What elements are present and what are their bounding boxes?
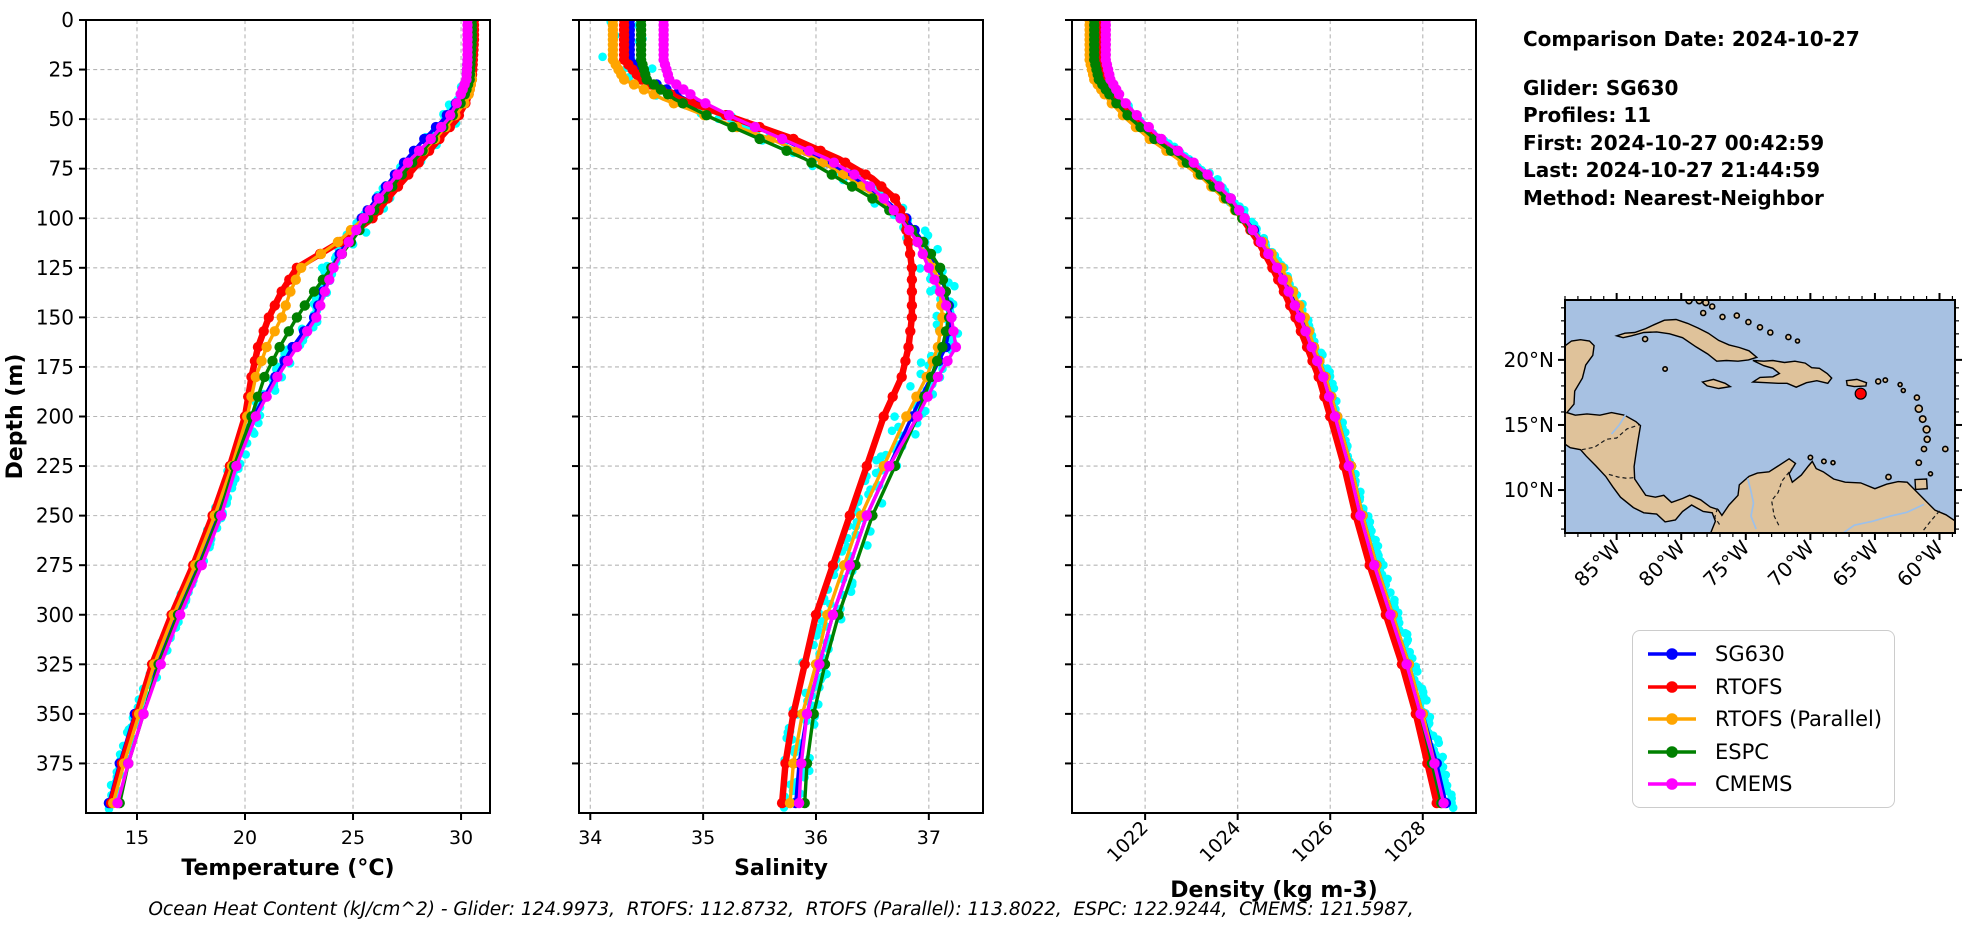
- series-layer: [598, 20, 963, 812]
- salinity-profile-plot: 34 35 36 37 Salinity: [483, 0, 1083, 934]
- x-tick-label: 1022: [1103, 817, 1153, 867]
- profiles-count-text: Profiles: 11: [1523, 103, 1652, 127]
- comparison-date-text: Comparison Date: 2024-10-27: [1523, 27, 1860, 51]
- legend-item-espc: ESPC: [1645, 736, 1894, 769]
- axes: 1022 1024 1026 1028: [1065, 19, 1431, 867]
- x-axis-label: Density (kg m-3): [1170, 878, 1378, 903]
- map-lat-label: 15°N: [1504, 413, 1554, 437]
- rivers: [1610, 412, 1925, 533]
- x-tick-label: 34: [578, 827, 602, 849]
- legend-item-rtofs: RTOFS: [1645, 671, 1894, 704]
- temperature-profile-plot: 15 20 25 30 0 25 50 75 100 125 150 175 200 225 250 275 3…: [0, 0, 590, 934]
- map-border: [1564, 299, 1956, 534]
- ocean-heat-content-footer: Ocean Heat Content (kJ/cm^2) - Glider: 1…: [148, 899, 1414, 920]
- y-tick-label: 350: [36, 702, 74, 726]
- first-profile-time-text: First: 2024-10-27 00:42:59: [1523, 130, 1825, 155]
- y-tick-label: 250: [36, 504, 74, 528]
- map-lon-label: 75°W: [1698, 535, 1754, 591]
- legend-label: RTOFS: [1715, 674, 1783, 699]
- location-map: 85°W 80°W 75°W 70°W 65°W 60°W 20°N 15°N 10°N: [1480, 250, 1982, 654]
- series-cmems: [112, 20, 473, 809]
- y-tick-label: 175: [36, 355, 74, 379]
- series-layer: [103, 20, 480, 813]
- land-masses: [1565, 318, 1955, 533]
- y-tick-label: 125: [36, 256, 74, 280]
- x-tick-label: 35: [691, 827, 715, 849]
- map-lon-label: 85°W: [1569, 535, 1625, 591]
- legend-line-sample: [1648, 680, 1696, 693]
- y-tick-label: 375: [36, 751, 74, 775]
- legend-item-cmems: CMEMS: [1645, 768, 1894, 801]
- legend-line-sample: [1648, 648, 1696, 661]
- axes: 34 35 36 37: [572, 19, 941, 849]
- map-lon-label: 70°W: [1763, 535, 1819, 591]
- x-axis-label: Salinity: [734, 856, 828, 881]
- series-rtofs-parallel-: [1084, 20, 1447, 809]
- map-ticks: [1558, 293, 1962, 540]
- series-espc: [114, 20, 478, 809]
- y-tick-label: 200: [36, 405, 74, 429]
- series-rtofs-parallel-: [108, 20, 478, 809]
- legend-label: CMEMS: [1715, 772, 1793, 797]
- series-cmems: [1100, 20, 1449, 809]
- series-rtofs: [618, 20, 918, 809]
- y-tick-label: 25: [49, 58, 74, 82]
- y-tick-label: 150: [36, 305, 74, 329]
- series-cmems: [658, 20, 962, 809]
- x-tick-label: 1026: [1288, 817, 1338, 867]
- legend-line-sample: [1648, 745, 1696, 758]
- x-axis-label: Temperature (°C): [181, 856, 394, 881]
- method-text: Method: Nearest-Neighbor: [1523, 185, 1824, 210]
- x-tick-label: 1024: [1195, 817, 1245, 867]
- y-tick-label: 50: [49, 107, 74, 131]
- legend-label: ESPC: [1715, 739, 1769, 764]
- legend-item-sg630: SG630: [1645, 638, 1894, 671]
- x-tick-label: 36: [804, 827, 828, 849]
- glider-location-marker: [1854, 387, 1867, 400]
- y-tick-label: 300: [36, 603, 74, 627]
- x-tick-label: 25: [341, 827, 365, 849]
- legend-line-sample: [1648, 778, 1696, 791]
- y-tick-label: 75: [49, 157, 74, 181]
- x-tick-label: 1028: [1381, 817, 1431, 867]
- legend-line-sample: [1648, 713, 1696, 726]
- y-tick-label: 275: [36, 553, 74, 577]
- map-lon-label: 60°W: [1892, 535, 1948, 591]
- legend-label: SG630: [1715, 642, 1785, 667]
- y-tick-label: 325: [36, 652, 74, 676]
- map-lat-label: 10°N: [1504, 478, 1554, 502]
- y-axis-label: Depth (m): [3, 354, 28, 480]
- series-sg630: [103, 20, 474, 809]
- y-tick-label: 225: [36, 454, 74, 478]
- y-tick-label: 0: [61, 8, 74, 32]
- axes: 15 20 25 3002550751001251501752002252502753…: [36, 8, 473, 849]
- legend: SG630 RTOFS RTOFS (Parallel) ESPC CMEMS: [1632, 630, 1895, 808]
- info-block: Comparison Date: 2024-10-27 Glider: SG63…: [1523, 26, 1973, 212]
- glider-name-text: Glider: SG630: [1523, 75, 1679, 100]
- x-tick-label: 37: [917, 827, 941, 849]
- map-lon-label: 80°W: [1634, 535, 1690, 591]
- map-lon-label: 65°W: [1827, 535, 1883, 591]
- map-lat-label: 20°N: [1504, 348, 1554, 372]
- salinity-profile-plot-svg: 34 35 36 37 Salinity: [572, 19, 984, 881]
- x-tick-label: 30: [449, 827, 473, 849]
- last-profile-time-text: Last: 2024-10-27 21:44:59: [1523, 158, 1821, 182]
- glider-raw-scatter: [1088, 20, 1458, 812]
- caribbean-map-svg: 85°W 80°W 75°W 70°W 65°W 60°W 20°N 15°N 10°N: [1504, 293, 1962, 592]
- country-borders: [1565, 412, 1940, 533]
- density-profile-plot: 1022 1024 1026 1028 Density (kg m-3): [976, 0, 1576, 934]
- legend-label: RTOFS (Parallel): [1715, 707, 1883, 732]
- x-tick-label: 15: [125, 827, 149, 849]
- temperature-profile-plot-svg: 15 20 25 3002550751001251501752002252502753…: [3, 8, 491, 881]
- small-islands: [1641, 300, 1949, 481]
- legend-item-rtofs-parallel-: RTOFS (Parallel): [1645, 703, 1894, 736]
- x-tick-label: 20: [233, 827, 257, 849]
- series-layer: [1084, 20, 1458, 812]
- y-tick-label: 100: [36, 206, 74, 230]
